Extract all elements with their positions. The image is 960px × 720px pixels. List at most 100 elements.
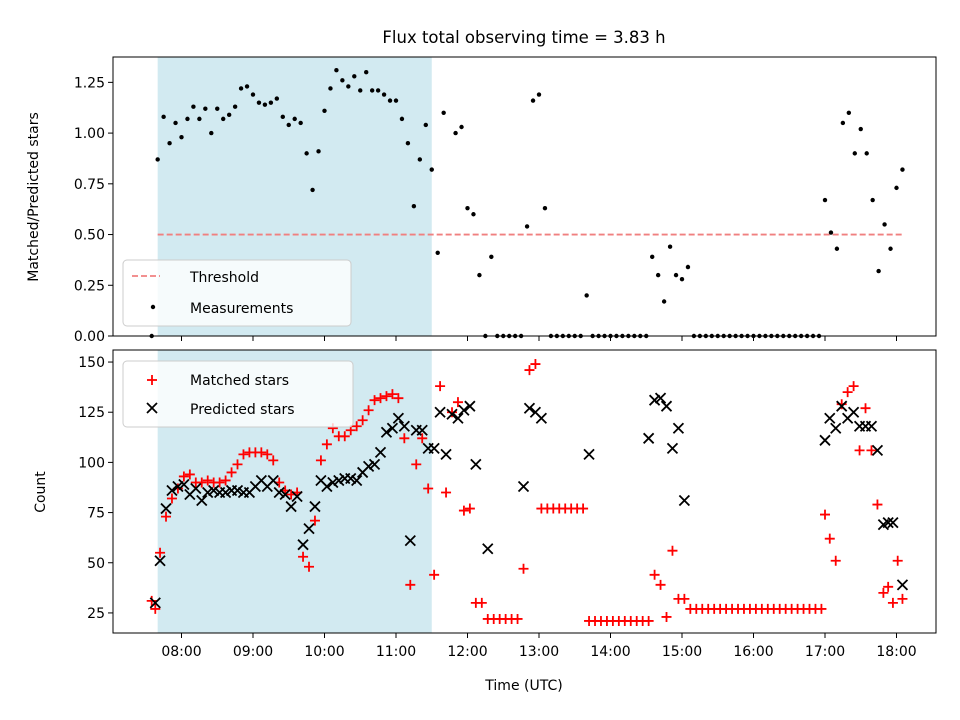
predicted-star-point <box>190 482 202 495</box>
matched-star-point <box>518 563 529 574</box>
measurement-point <box>226 112 232 118</box>
matched-star-point <box>298 551 309 562</box>
measurement-point <box>834 246 840 251</box>
predicted-star-point <box>865 420 878 432</box>
measurement-point <box>197 116 202 122</box>
predicted-star-point <box>149 597 161 609</box>
y-tick-label: 0.25 <box>74 278 105 294</box>
predicted-star-point <box>824 412 836 424</box>
measurement-point <box>322 108 327 113</box>
measurement-point <box>238 86 244 91</box>
measurement-point <box>221 116 226 122</box>
measurement-point <box>405 141 411 146</box>
predicted-star-point <box>154 555 166 567</box>
predicted-star-point <box>452 412 464 424</box>
matched-star-point <box>220 475 231 486</box>
matched-star-point <box>892 555 903 566</box>
predicted-star-point <box>434 406 446 418</box>
measurement-point <box>173 120 178 126</box>
predicted-star-point <box>404 535 416 547</box>
measurement-point <box>292 116 297 122</box>
matched-star-point <box>679 593 690 604</box>
matched-star-point <box>452 397 463 408</box>
matched-star-point <box>887 597 898 608</box>
measurement-point <box>334 67 339 73</box>
predicted-star-point <box>398 420 410 432</box>
predicted-star-point <box>517 480 530 493</box>
measurement-point <box>244 84 250 89</box>
predicted-star-point <box>482 543 494 555</box>
matched-star-point <box>816 603 827 614</box>
predicted-star-point <box>196 494 208 507</box>
measurement-point <box>369 88 375 93</box>
bottom-legend: Matched stars Predicted stars <box>122 360 354 428</box>
matched-star-point <box>363 405 374 416</box>
y-tick-label: 0.75 <box>74 177 105 193</box>
measurement-point <box>846 110 852 116</box>
predicted-star-point <box>654 392 667 404</box>
predicted-star-point <box>345 472 357 485</box>
measurement-point <box>352 74 357 79</box>
predicted-star-point <box>231 484 244 497</box>
predicted-star-point <box>896 579 909 591</box>
measurement-point <box>274 96 280 101</box>
matched-star-point <box>435 381 446 392</box>
predicted-star-point <box>583 448 595 461</box>
measurements-legend-label: Measurements <box>190 301 293 317</box>
measurement-point <box>256 100 262 105</box>
predicted-star-point <box>871 444 884 456</box>
predicted-star-point <box>279 488 291 501</box>
measurement-point <box>477 272 482 278</box>
measurement-point <box>655 272 661 278</box>
measurement-point <box>298 120 303 126</box>
y-tick-label: 0.50 <box>74 228 105 244</box>
matched-star-point <box>661 611 672 622</box>
measurement-point <box>822 197 828 203</box>
top-legend: Threshold Measurements <box>122 259 352 327</box>
top-y-axis-label: Matched/Predicted stars <box>26 112 42 282</box>
matched-star-point <box>860 403 871 414</box>
matched-legend-swatch <box>147 375 157 385</box>
predicted-star-point <box>166 484 178 497</box>
predicted-star-point <box>285 500 297 513</box>
measurement-point <box>882 222 887 227</box>
predicted-legend-label: Predicted stars <box>190 402 295 418</box>
matched-star-point <box>256 447 267 458</box>
predicted-star-point <box>273 486 285 499</box>
matched-star-point <box>393 393 404 404</box>
matched-star-point <box>512 613 523 624</box>
predicted-star-point <box>882 516 894 529</box>
matched-star-point <box>872 499 883 510</box>
predicted-star-point <box>446 408 458 420</box>
measurement-point <box>411 203 417 209</box>
measurement-point <box>435 250 440 256</box>
measurement-point <box>584 293 589 298</box>
x-tick-label: 17:00 <box>805 644 845 660</box>
measurement-point <box>852 151 857 156</box>
matched-star-point <box>315 455 326 466</box>
predicted-star-point <box>386 422 399 434</box>
predicted-star-point <box>666 442 679 454</box>
predicted-star-point <box>678 494 691 507</box>
y-tick-label: 50 <box>87 556 105 572</box>
predicted-star-point <box>297 539 309 551</box>
matched-star-point <box>150 603 161 614</box>
bottom-axes: 25 50 75 100 125 150 08:00 09:00 10:00 11:00 12:0… <box>33 349 937 694</box>
measurement-point <box>215 106 220 111</box>
measurement-point <box>542 205 548 211</box>
predicted-star-point <box>351 474 363 487</box>
predicted-star-point <box>267 474 279 487</box>
x-axis-label: Time (UTC) <box>484 678 562 694</box>
matched-star-point <box>447 407 458 418</box>
measurement-point <box>185 116 190 122</box>
x-tick-label: 10:00 <box>304 644 344 660</box>
measurement-point <box>661 299 667 304</box>
matched-star-point <box>464 503 475 514</box>
predicted-star-point <box>648 394 661 406</box>
predicted-star-point <box>160 502 172 515</box>
measurement-point <box>304 151 309 156</box>
matched-star-point <box>381 391 392 402</box>
top-axes-frame <box>112 56 937 337</box>
measurement-point <box>685 264 691 270</box>
